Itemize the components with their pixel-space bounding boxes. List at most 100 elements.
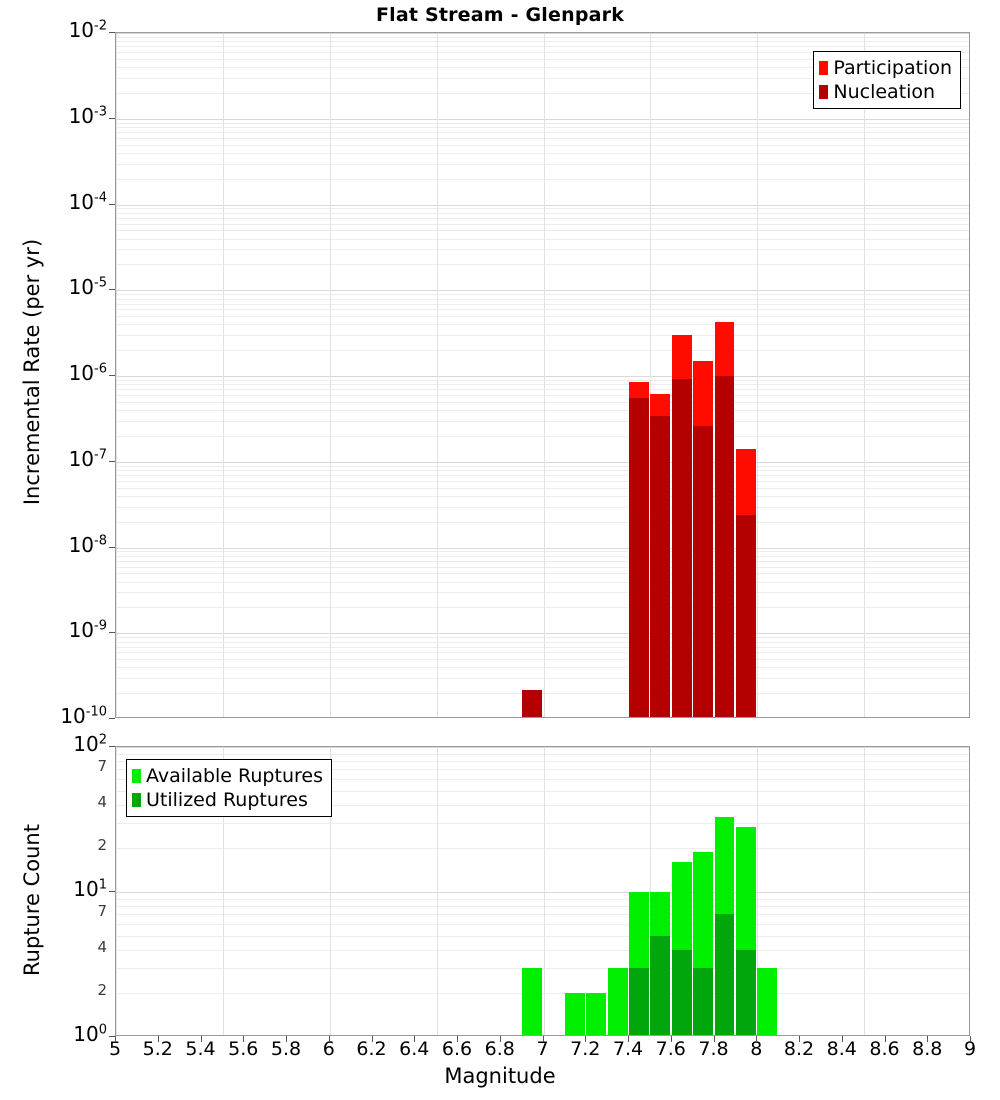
- y-tick-label: 100: [73, 1022, 107, 1046]
- gridline-vertical: [329, 33, 331, 717]
- x-tick-mark: [713, 1036, 715, 1042]
- gridline-minor: [116, 949, 969, 951]
- y-tick-mark: [109, 546, 115, 548]
- gridline-minor: [116, 127, 969, 129]
- bar-segment-lower: [693, 426, 713, 717]
- x-tick-mark: [200, 1036, 202, 1042]
- bottom-bars-layer: [116, 747, 969, 1035]
- gridline-minor: [116, 350, 969, 352]
- x-tick-label: 5: [108, 1038, 122, 1060]
- gridline-vertical: [650, 33, 652, 717]
- gridline-minor: [116, 384, 969, 386]
- x-tick-mark: [243, 1036, 245, 1042]
- x-tick-label: 6: [322, 1038, 335, 1060]
- gridline-major: [116, 33, 969, 34]
- bar-segment-lower: [735, 949, 756, 1035]
- x-axis-title: Magnitude: [444, 1064, 556, 1088]
- gridline-minor: [116, 52, 969, 54]
- bottom-y-axis-title: Rupture Count: [20, 824, 44, 976]
- gridline-vertical: [436, 747, 438, 1035]
- y-tick-mark: [109, 289, 115, 291]
- gridline-major: [116, 376, 969, 377]
- bar-segment-lower: [714, 914, 735, 1035]
- gridline-major: [116, 633, 969, 635]
- bar-segment-lower: [714, 375, 735, 717]
- gridline-minor: [116, 521, 969, 523]
- gridline-minor: [116, 395, 969, 397]
- gridline-minor: [116, 67, 969, 69]
- gridline-minor: [116, 898, 969, 900]
- y-tick-label: 102: [73, 732, 107, 756]
- rupture-count-plot-panel: Available Ruptures Utilized Ruptures: [115, 746, 970, 1036]
- gridline-minor: [116, 144, 969, 146]
- y-tick-mark: [109, 1036, 115, 1037]
- gridline-minor: [116, 389, 969, 391]
- gridline-vertical: [436, 33, 438, 717]
- gridline-minor: [116, 208, 969, 210]
- y-minor-tick-label: 2: [97, 981, 107, 1000]
- legend-label-utilized-ruptures: Utilized Ruptures: [146, 788, 308, 811]
- x-tick-label: 7.8: [698, 1038, 729, 1060]
- bar-rupture-count-m6.9: [522, 967, 542, 1035]
- gridline-minor: [116, 58, 969, 60]
- gridline-minor: [116, 779, 969, 781]
- gridline-minor: [116, 46, 969, 48]
- x-tick-mark: [115, 1036, 116, 1042]
- x-tick-mark: [371, 1036, 373, 1042]
- gridline-minor: [116, 309, 969, 311]
- gridline-minor: [116, 238, 969, 240]
- x-tick-label: 5.2: [142, 1038, 173, 1060]
- x-tick-mark: [499, 1036, 501, 1042]
- bar-segment-lower: [735, 514, 756, 717]
- gridline-minor: [116, 804, 969, 806]
- bar-rupture-count-m7.5: [650, 892, 671, 1035]
- x-tick-label: 8.2: [783, 1038, 815, 1060]
- bar-incremental-rate-m7.6: [671, 335, 692, 717]
- x-tick-label: 8: [750, 1038, 763, 1060]
- gridline-minor: [116, 249, 969, 251]
- y-tick-mark: [109, 746, 115, 747]
- gridline-minor: [116, 551, 969, 553]
- gridline-vertical: [757, 33, 759, 717]
- legend-item-nucleation: Nucleation: [819, 80, 952, 104]
- gridline-vertical: [222, 33, 224, 717]
- bar-segment-lower: [650, 416, 671, 717]
- gridline-minor: [116, 646, 969, 648]
- gridline-minor: [116, 77, 969, 79]
- gridline-vertical: [116, 747, 117, 1035]
- gridline-minor: [116, 761, 969, 763]
- y-tick-mark: [109, 460, 115, 462]
- gridline-minor: [116, 475, 969, 477]
- y-minor-tick-label: 7: [97, 757, 107, 776]
- gridline-minor: [116, 480, 969, 482]
- x-tick-mark: [414, 1036, 416, 1042]
- gridline-minor: [116, 470, 969, 472]
- bar-segment-lower: [650, 935, 671, 1035]
- x-tick-mark: [157, 1036, 159, 1042]
- legend-swatch-available-ruptures: [132, 769, 141, 783]
- gridline-minor: [116, 230, 969, 232]
- bar-incremental-rate-m7.8: [714, 321, 735, 717]
- gridline-minor: [116, 822, 969, 824]
- bar-incremental-rate-m7.7: [693, 360, 713, 717]
- gridline-vertical: [329, 747, 331, 1035]
- x-tick-label: 5.6: [228, 1038, 259, 1060]
- gridline-minor: [116, 294, 969, 296]
- gridline-major: [116, 118, 969, 120]
- gridline-minor: [116, 303, 969, 305]
- gridline-vertical: [650, 747, 652, 1035]
- x-tick-mark: [328, 1036, 330, 1042]
- x-tick-mark: [884, 1036, 886, 1042]
- gridline-minor: [116, 607, 969, 609]
- bar-rupture-count-m7.1: [564, 993, 585, 1035]
- gridline-minor: [116, 914, 969, 916]
- gridline-minor: [116, 581, 969, 583]
- legend-label-participation: Participation: [833, 56, 952, 79]
- bar-incremental-rate-m6.9: [522, 689, 542, 717]
- y-minor-tick-label: 4: [97, 937, 107, 956]
- gridline-major: [116, 290, 969, 292]
- x-tick-mark: [542, 1036, 544, 1042]
- gridline-vertical: [543, 747, 545, 1035]
- y-tick-label: 101: [73, 877, 107, 901]
